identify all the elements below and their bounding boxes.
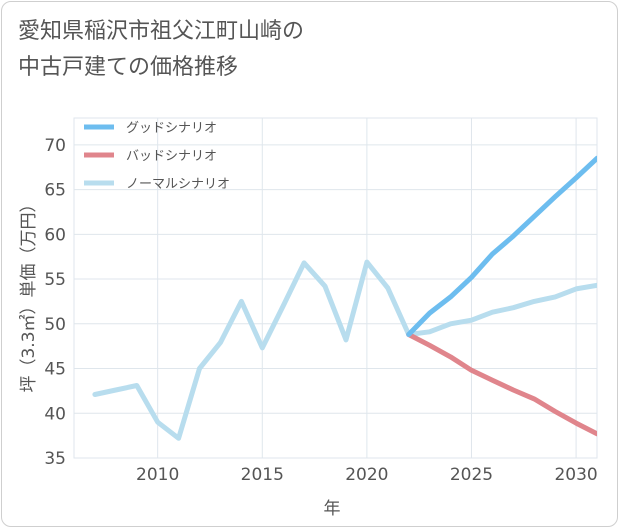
legend-label: バッドシナリオ bbox=[126, 149, 217, 164]
y-tick-label: 35 bbox=[44, 449, 66, 469]
x-tick-label: 2030 bbox=[554, 465, 597, 485]
series-line-good bbox=[406, 155, 597, 337]
x-tick-label: 2010 bbox=[136, 465, 179, 485]
y-axis-label: 坪（3.3㎡）単価（万円） bbox=[19, 195, 39, 392]
x-tick-label: 2025 bbox=[450, 465, 493, 485]
x-tick-label: 2015 bbox=[241, 465, 284, 485]
x-tick-label: 2020 bbox=[345, 465, 388, 485]
y-tick-label: 40 bbox=[44, 404, 66, 424]
y-tick-label: 70 bbox=[44, 136, 66, 156]
legend-label: ノーマルシナリオ bbox=[126, 177, 230, 192]
chart-title-line-1: 愛知県稲沢市祖父江町山崎の bbox=[18, 19, 305, 44]
x-axis-label: 年 bbox=[324, 499, 341, 519]
chart-title: 愛知県稲沢市祖父江町山崎の 中古戸建ての価格推移 bbox=[18, 14, 304, 86]
y-tick-label: 60 bbox=[44, 225, 66, 245]
series-line-normal bbox=[92, 259, 597, 441]
grid bbox=[73, 117, 598, 459]
y-tick-label: 45 bbox=[44, 360, 66, 380]
series-layer bbox=[92, 155, 597, 441]
y-tick-label: 55 bbox=[44, 270, 66, 290]
plot-frame bbox=[73, 117, 598, 459]
legend-label: グッドシナリオ bbox=[126, 121, 217, 136]
y-tick-label: 65 bbox=[44, 181, 66, 201]
tick-labels: 35 40 45 50 55 60 65 70 2010 2015 2020 2025 2030 bbox=[44, 136, 597, 485]
chart-title-line-2: 中古戸建ての価格推移 bbox=[18, 55, 239, 80]
y-tick-label: 50 bbox=[44, 315, 66, 335]
series-line-bad bbox=[406, 332, 597, 437]
